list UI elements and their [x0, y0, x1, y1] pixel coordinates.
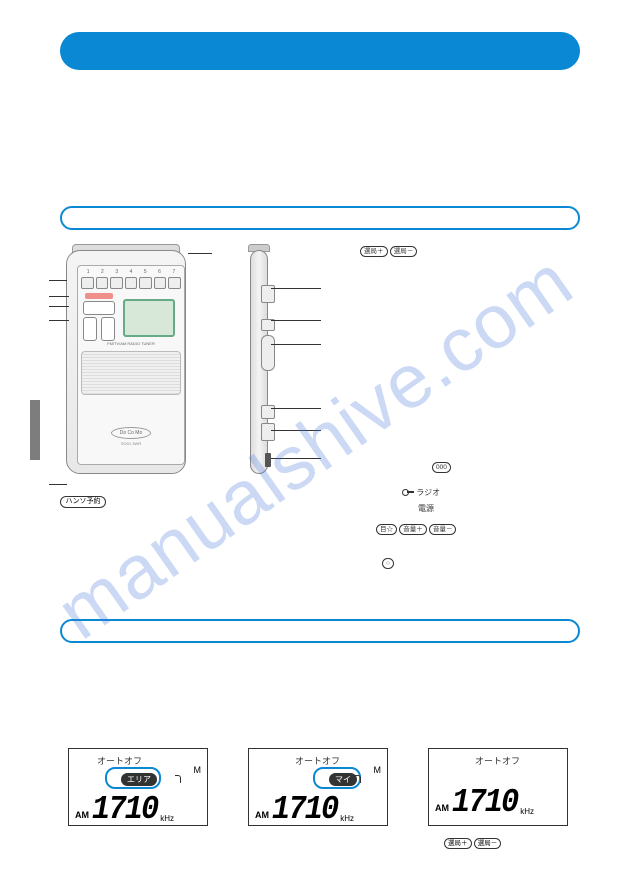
control-buttons: [83, 301, 115, 343]
section-heading-2: [60, 619, 580, 643]
lcd-panel-my: オートオフ マイ M AM 1710 kHz: [248, 748, 388, 826]
device-side-illustration: [242, 244, 272, 480]
leader-line: [271, 320, 321, 321]
leader-line: [271, 408, 321, 409]
annotation-radio: ラジオ: [402, 487, 440, 498]
red-label: [85, 293, 113, 299]
annotation-batt: 000: [432, 462, 451, 473]
lcd-panel-area: オートオフ エリア M AM 1710 kHz: [68, 748, 208, 826]
annotation-power: 電源: [418, 503, 434, 514]
leader-line: [271, 344, 321, 345]
preset-numbers: 1234567: [81, 269, 181, 275]
leader-line: [271, 430, 321, 431]
device-front-illustration: 1234567 FM/TV/AM RADIO TUNER Do Co Mo SO…: [62, 244, 190, 480]
speaker-grille: [81, 351, 181, 395]
title-bar: [60, 32, 580, 70]
annotation: 選局＋ 選局－: [360, 246, 417, 257]
leader-line: [49, 280, 67, 281]
preset-buttons: [81, 277, 181, 289]
section-heading-1: [60, 206, 580, 230]
bottom-annotation: 選局＋ 選局－: [444, 838, 501, 849]
page-tab: [30, 400, 40, 460]
hanso-badge: ハンソ予約: [60, 496, 106, 508]
leader-line: [49, 306, 69, 307]
leader-line: [49, 296, 69, 297]
annotation-circle: ○: [382, 558, 394, 569]
leader-line: [49, 320, 69, 321]
leader-line: [271, 458, 321, 459]
leader-line: [49, 484, 67, 485]
key-icon: [402, 489, 414, 495]
lcd-panel-plain: オートオフ AM 1710 kHz: [428, 748, 568, 826]
annotation-vol: 目☆ 音量＋ 音量－: [376, 524, 456, 535]
lcd-screen: [123, 299, 175, 337]
leader-line: [271, 288, 321, 289]
leader-line: [188, 253, 212, 254]
brand-logo: Do Co Mo SO01 3WR: [111, 427, 151, 451]
lcd-label: FM/TV/AM RADIO TUNER: [81, 341, 181, 346]
